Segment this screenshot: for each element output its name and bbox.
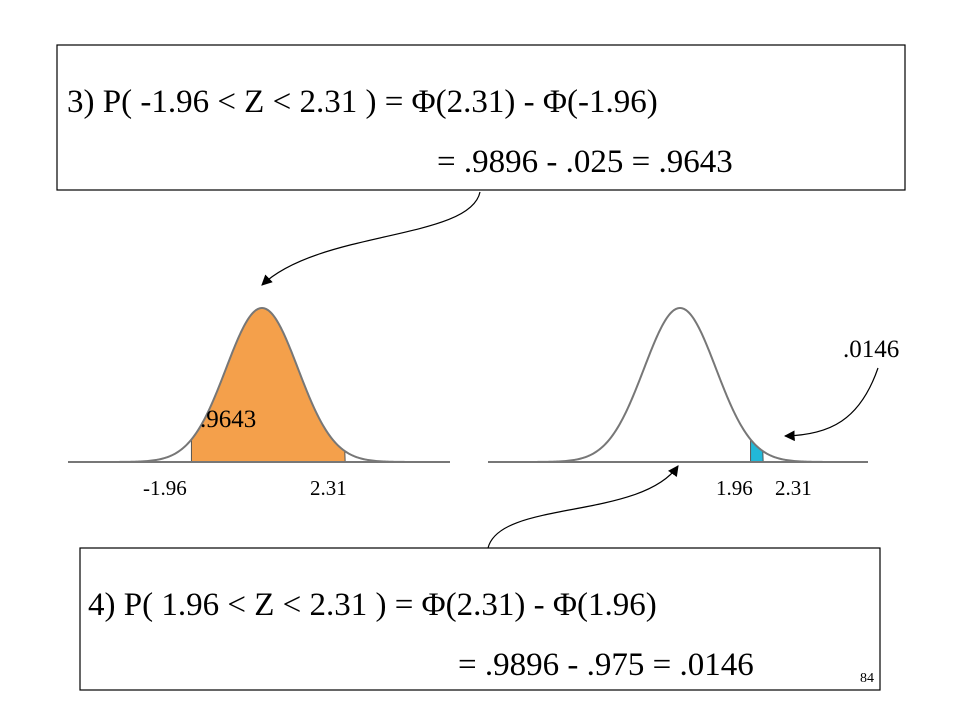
area-label: .0146 [843,336,899,363]
formula-line: 4) P( 1.96 < Z < 2.31 ) = Φ(2.31) - Φ(1.… [88,587,657,623]
curves [68,306,868,463]
formula-line: = .9896 - .025 = .9643 [437,144,733,180]
normal-curve [488,306,868,463]
formula-line: = .9896 - .975 = .0146 [458,647,754,683]
axis-label: 2.31 [310,476,347,500]
formula-box [56,44,906,191]
formula-box [79,547,881,691]
axis-label: 1.96 [716,476,753,500]
arrow [487,465,679,549]
axis-label: 2.31 [775,476,812,500]
axis-label: -1.96 [143,476,187,500]
arrow [783,367,879,442]
arrow [261,191,481,286]
area-label: .9643 [200,406,256,433]
page-number: 84 [860,671,874,686]
formula-line: 3) P( -1.96 < Z < 2.31 ) = Φ(2.31) - Φ(-… [67,84,658,120]
shaded-area [190,307,346,463]
